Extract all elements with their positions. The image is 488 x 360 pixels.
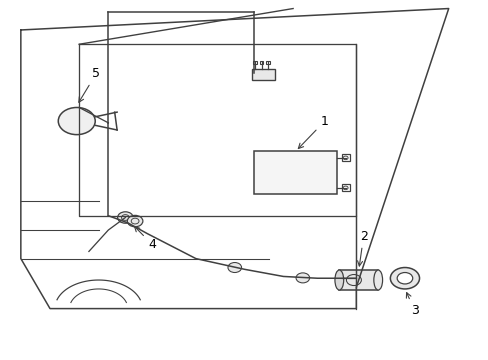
Text: 2: 2: [357, 230, 367, 266]
Bar: [252, 61, 256, 64]
Bar: [251, 68, 275, 80]
Circle shape: [339, 273, 353, 283]
Text: 3: 3: [406, 293, 418, 317]
Ellipse shape: [334, 270, 343, 290]
Circle shape: [295, 273, 309, 283]
Bar: [259, 61, 263, 64]
Text: 5: 5: [79, 67, 100, 102]
Circle shape: [389, 267, 419, 289]
Bar: [266, 61, 270, 64]
Circle shape: [227, 262, 241, 273]
Text: 4: 4: [134, 226, 156, 251]
Circle shape: [117, 212, 133, 223]
Circle shape: [396, 273, 412, 284]
Text: 1: 1: [298, 114, 328, 149]
Bar: [339, 270, 377, 290]
Bar: [254, 152, 336, 194]
Ellipse shape: [373, 270, 382, 290]
Bar: [341, 154, 349, 161]
Circle shape: [127, 215, 142, 227]
Bar: [341, 184, 349, 192]
Circle shape: [58, 108, 95, 135]
